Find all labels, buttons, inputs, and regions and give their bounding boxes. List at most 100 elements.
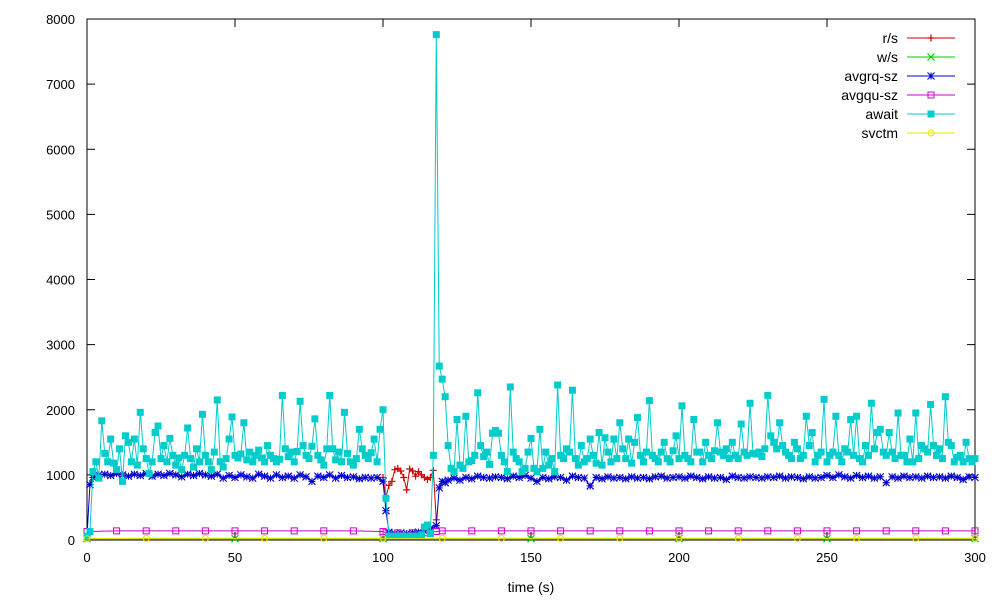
data-point-await <box>767 432 775 440</box>
data-point-await <box>568 386 576 394</box>
data-point-await <box>737 420 745 428</box>
data-point-avgrq-sz <box>343 473 352 482</box>
data-point-await <box>264 442 272 450</box>
data-point-avgrq-sz <box>763 472 772 481</box>
data-point-await <box>154 422 162 430</box>
data-point-avgrq-sz <box>337 471 346 480</box>
data-point-await <box>956 451 964 459</box>
data-point-svctm <box>675 534 683 542</box>
data-point-avgrq-sz <box>639 473 648 482</box>
data-point-await <box>249 458 257 466</box>
data-point-await <box>634 414 642 422</box>
data-point-await <box>213 396 221 404</box>
data-point-avgrq-sz <box>592 473 601 482</box>
data-point-await <box>631 438 639 446</box>
legend-label-avgqu-sz: avgqu-sz <box>841 87 898 103</box>
legend-marker-avgqu-sz <box>927 91 935 99</box>
legend-marker-await <box>927 110 935 118</box>
data-point-avgrq-sz <box>136 471 145 480</box>
data-point-await <box>773 445 781 453</box>
data-point-await <box>468 457 476 465</box>
data-point-avgrq-sz <box>675 472 683 481</box>
data-point-await <box>394 532 402 540</box>
data-point-await <box>305 455 313 463</box>
data-point-await <box>551 468 559 476</box>
data-point-avgrq-sz <box>740 474 749 483</box>
data-point-avgrq-sz <box>574 473 583 482</box>
data-point-await <box>642 448 650 456</box>
data-point-await <box>743 451 751 459</box>
data-point-avgrq-sz <box>160 471 168 480</box>
data-point-await <box>500 458 508 466</box>
data-point-await <box>619 445 627 453</box>
data-point-await <box>915 455 923 463</box>
data-point-await <box>509 448 517 456</box>
data-point-await <box>169 451 177 459</box>
data-point-await <box>252 451 260 459</box>
data-point-avgrq-sz <box>242 472 251 481</box>
data-point-await <box>373 458 381 466</box>
data-point-await <box>859 458 867 466</box>
data-point-await <box>261 458 269 466</box>
data-point-await <box>119 477 127 485</box>
legend-marker-r-s <box>927 34 935 42</box>
data-point-r-s <box>403 486 411 494</box>
data-point-await <box>116 445 124 453</box>
data-point-await <box>947 442 955 450</box>
data-point-await <box>764 391 772 399</box>
data-point-await <box>237 450 245 458</box>
data-point-avgrq-sz <box>497 473 506 482</box>
data-point-await <box>142 455 150 463</box>
data-point-await <box>832 412 840 420</box>
data-point-r-s <box>415 468 423 476</box>
data-point-await <box>909 458 917 466</box>
data-point-avgrq-sz <box>130 470 139 479</box>
data-point-await <box>586 435 594 443</box>
data-point-avgrq-sz <box>734 473 743 482</box>
data-point-await <box>98 417 106 425</box>
data-point-avgqu-sz <box>853 527 861 535</box>
data-point-await <box>536 425 544 433</box>
data-point-avgqu-sz <box>586 527 594 535</box>
data-point-await <box>104 458 112 466</box>
data-point-await <box>574 461 582 469</box>
x-tick-label: 250 <box>816 550 838 565</box>
data-point-avgrq-sz <box>485 474 494 483</box>
data-point-avgrq-sz <box>373 473 381 482</box>
data-point-await <box>820 395 828 403</box>
data-point-avgrq-sz <box>722 475 731 484</box>
data-point-svctm <box>497 534 505 542</box>
data-point-avgqu-sz <box>320 527 328 535</box>
data-point-await <box>755 448 763 456</box>
data-point-await <box>847 416 855 424</box>
data-point-avgrq-sz <box>86 480 94 489</box>
data-point-avgrq-sz <box>876 472 885 481</box>
data-point-await <box>616 419 624 427</box>
data-point-await <box>867 399 875 407</box>
data-point-await <box>728 438 736 446</box>
data-point-await <box>758 453 766 461</box>
data-point-await <box>287 448 295 456</box>
data-point-avgqu-sz <box>497 527 505 535</box>
legend-label-w-s: w/s <box>876 49 898 65</box>
data-point-svctm <box>83 535 91 543</box>
data-point-avgrq-sz <box>544 474 553 483</box>
data-point-svctm <box>201 534 209 542</box>
data-point-await <box>474 389 482 397</box>
data-point-await <box>613 455 621 463</box>
x-tick-label: 150 <box>520 550 542 565</box>
data-point-await <box>592 459 600 467</box>
legend-entry-avgrq-sz: avgrq-sz <box>844 68 955 84</box>
data-point-await <box>577 442 585 450</box>
y-tick-label: 3000 <box>46 338 75 353</box>
data-point-await <box>435 362 443 370</box>
data-point-avgrq-sz <box>171 470 180 479</box>
data-point-avgqu-sz <box>142 527 150 535</box>
data-point-await <box>320 461 328 469</box>
data-point-avgrq-sz <box>473 472 482 481</box>
data-point-await <box>376 425 384 433</box>
data-point-r-s <box>388 477 396 485</box>
data-point-avgrq-sz <box>568 472 577 481</box>
data-point-await <box>290 458 298 466</box>
data-point-avgqu-sz <box>468 527 476 535</box>
